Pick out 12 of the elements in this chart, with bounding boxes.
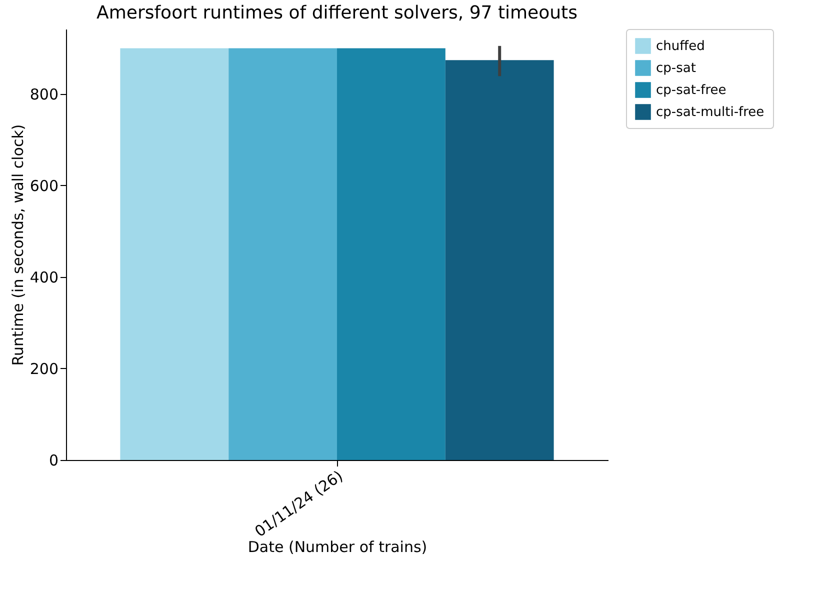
legend-label: chuffed: [656, 39, 705, 54]
y-tick-label: 600: [30, 176, 58, 195]
legend-label: cp-sat-free: [656, 83, 726, 98]
y-tick-label: 400: [30, 268, 58, 286]
y-tick-label: 0: [48, 452, 58, 470]
x-axis-title: Date (Number of trains): [248, 538, 428, 556]
y-axis-title: Runtime (in seconds, wall clock): [8, 124, 27, 366]
legend-label: cp-sat: [656, 61, 696, 76]
y-tick-label: 800: [30, 85, 58, 104]
chart-title: Amersfoort runtimes of different solvers, 97 timeouts: [96, 2, 578, 24]
y-tick-label: 200: [30, 360, 58, 378]
legend-label: cp-sat-multi-free: [656, 105, 764, 120]
